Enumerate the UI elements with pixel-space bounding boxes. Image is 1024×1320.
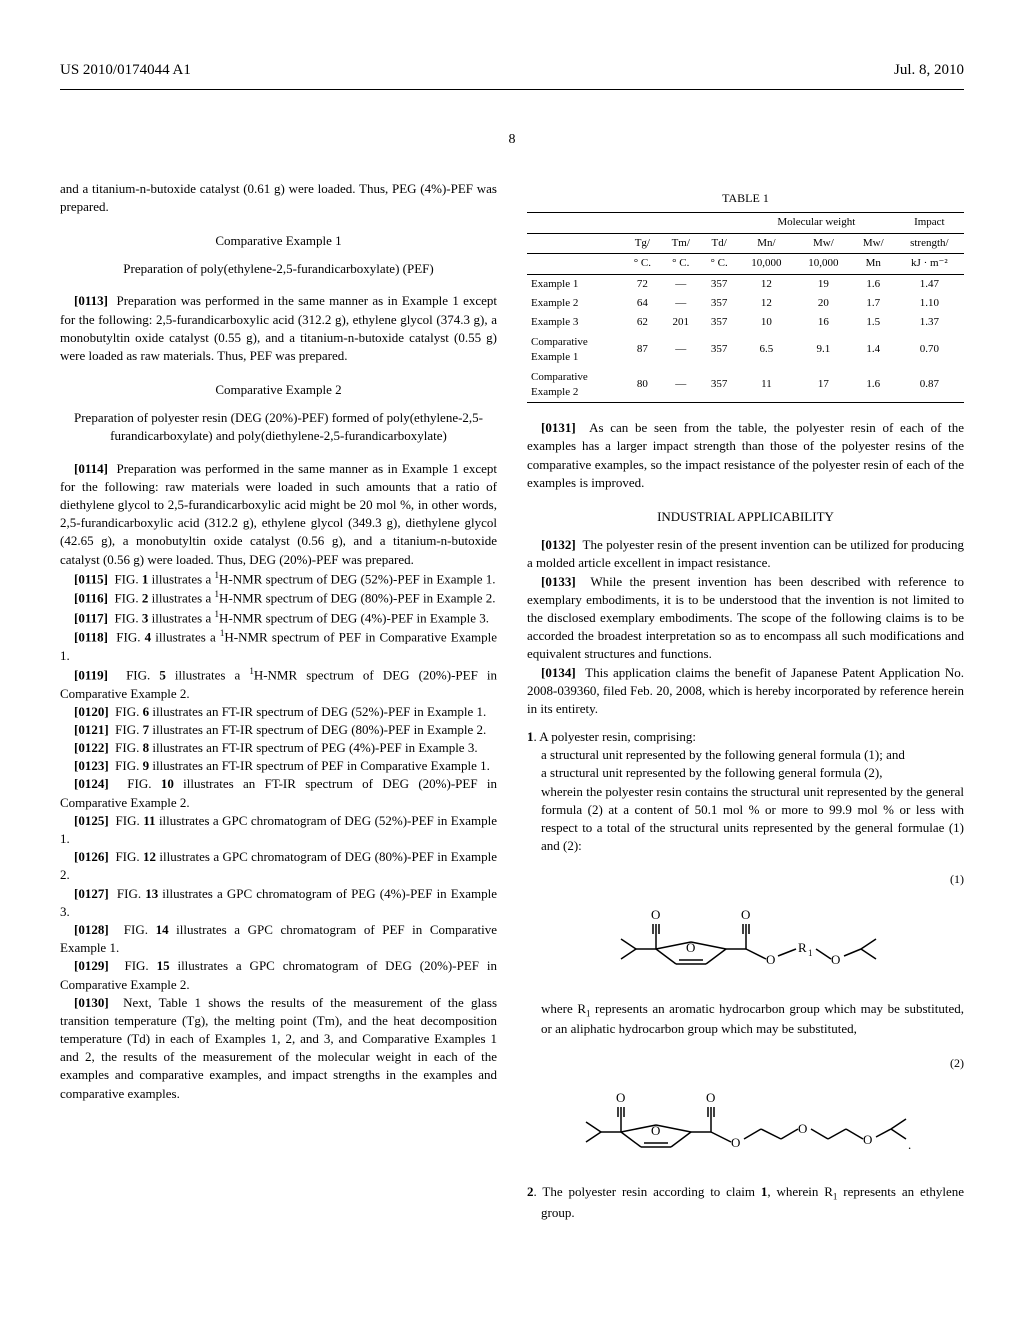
left-column: and a titanium-n-butoxide catalyst (0.61… <box>60 180 497 1222</box>
para-0116: [0116] FIG. 2 illustrates a 1H-NMR spect… <box>60 588 497 608</box>
table-caption: TABLE 1 <box>527 190 964 207</box>
para-0132: [0132] The polyester resin of the presen… <box>527 536 964 572</box>
para-0122: [0122] FIG. 8 illustrates an FT-IR spect… <box>60 739 497 757</box>
svg-text:O: O <box>798 1121 807 1136</box>
formula-1: (1) O <box>527 871 964 984</box>
claim-1: 1. A polyester resin, comprising: a stru… <box>527 728 964 855</box>
formula-2: (2) O O <box>527 1055 964 1168</box>
para-0115: [0115] FIG. 1 illustrates a 1H-NMR spect… <box>60 569 497 589</box>
svg-text:.: . <box>908 1137 911 1152</box>
svg-text:1: 1 <box>808 948 813 958</box>
table-row: Example 264—35712201.71.10 <box>527 294 964 313</box>
svg-text:R: R <box>798 940 807 955</box>
svg-text:O: O <box>651 907 660 922</box>
svg-text:O: O <box>651 1123 660 1138</box>
comp2-subtitle: Preparation of polyester resin (DEG (20%… <box>60 409 497 445</box>
table-row: Example 36220135710161.51.37 <box>527 313 964 332</box>
svg-text:O: O <box>766 952 775 967</box>
svg-text:O: O <box>616 1090 625 1105</box>
para-0130: [0130] Next, Table 1 shows the results o… <box>60 994 497 1103</box>
svg-text:O: O <box>831 952 840 967</box>
para-0123: [0123] FIG. 9 illustrates an FT-IR spect… <box>60 757 497 775</box>
industrial-title: INDUSTRIAL APPLICABILITY <box>527 508 964 526</box>
para-0128: [0128] FIG. 14 illustrates a GPC chromat… <box>60 921 497 957</box>
doc-number: US 2010/0174044 A1 <box>60 60 191 81</box>
claim-2: 2. The polyester resin according to clai… <box>527 1183 964 1221</box>
para-0119: [0119] FIG. 5 illustrates a 1H-NMR spect… <box>60 665 497 703</box>
para-0124: [0124] FIG. 10 illustrates an FT-IR spec… <box>60 775 497 811</box>
formula-2-svg: O O O O <box>576 1077 916 1167</box>
para-0125: [0125] FIG. 11 illustrates a GPC chromat… <box>60 812 497 848</box>
right-column: TABLE 1 Molecular weight Impact Tg/ Tm/ … <box>527 180 964 1222</box>
svg-text:O: O <box>741 907 750 922</box>
comp2-title: Comparative Example 2 <box>60 381 497 399</box>
table-row: ComparativeExample 280—35711171.60.87 <box>527 368 964 403</box>
para-0114: [0114] Preparation was performed in the … <box>60 460 497 569</box>
para-0131: [0131] As can be seen from the table, th… <box>527 419 964 492</box>
table-row: Example 172—35712191.61.47 <box>527 274 964 294</box>
para-0129: [0129] FIG. 15 illustrates a GPC chromat… <box>60 957 497 993</box>
doc-date: Jul. 8, 2010 <box>894 60 964 81</box>
table-1: TABLE 1 Molecular weight Impact Tg/ Tm/ … <box>527 190 964 404</box>
formula-1-desc: where R1 represents an aromatic hydrocar… <box>541 1000 964 1038</box>
para-0134: [0134] This application claims the benef… <box>527 664 964 719</box>
intro-text: and a titanium-n-butoxide catalyst (0.61… <box>60 180 497 216</box>
para-0113: [0113] Preparation was performed in the … <box>60 292 497 365</box>
para-0121: [0121] FIG. 7 illustrates an FT-IR spect… <box>60 721 497 739</box>
comp1-title: Comparative Example 1 <box>60 232 497 250</box>
para-0117: [0117] FIG. 3 illustrates a 1H-NMR spect… <box>60 608 497 628</box>
formula-1-svg: O O O O <box>606 894 886 984</box>
para-0126: [0126] FIG. 12 illustrates a GPC chromat… <box>60 848 497 884</box>
header-divider <box>60 89 964 90</box>
page-number: 8 <box>60 130 964 150</box>
svg-text:O: O <box>686 940 695 955</box>
para-0120: [0120] FIG. 6 illustrates an FT-IR spect… <box>60 703 497 721</box>
para-0127: [0127] FIG. 13 illustrates a GPC chromat… <box>60 885 497 921</box>
para-0118: [0118] FIG. 4 illustrates a 1H-NMR spect… <box>60 627 497 665</box>
para-0133: [0133] While the present invention has b… <box>527 573 964 664</box>
table-row: ComparativeExample 187—3576.59.11.40.70 <box>527 333 964 368</box>
svg-text:O: O <box>863 1132 872 1147</box>
svg-text:O: O <box>731 1135 740 1150</box>
comp1-subtitle: Preparation of poly(ethylene-2,5-furandi… <box>60 260 497 278</box>
svg-text:O: O <box>706 1090 715 1105</box>
